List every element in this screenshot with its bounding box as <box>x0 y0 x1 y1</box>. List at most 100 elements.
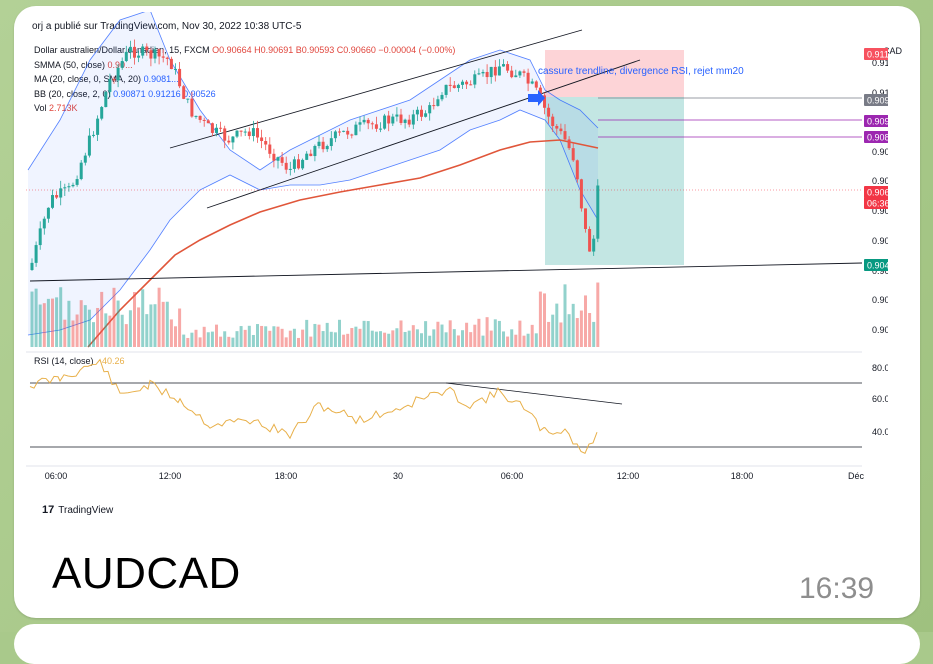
price-label-text: 0.91100 <box>867 50 888 60</box>
volume-bar <box>46 298 50 347</box>
rsi-line <box>29 358 598 455</box>
price-axis-tick: 0.90600 <box>872 206 888 216</box>
volume-bar <box>530 324 534 347</box>
volume-bar <box>268 330 272 347</box>
time-axis-tick: 06:00 <box>45 471 68 481</box>
indicator-bb: BB (20, close, 2, 0) 0.90871 0.91216 0.9… <box>34 88 216 99</box>
candle-body <box>169 58 173 70</box>
volume-bar <box>153 304 157 347</box>
candle-body <box>510 70 514 78</box>
price-label-text: 06:36 <box>867 199 888 209</box>
volume-bar <box>145 314 149 347</box>
candle-body <box>174 68 177 70</box>
volume-bar <box>407 330 411 347</box>
price-axis-tick: 0.90200 <box>872 325 888 335</box>
price-label-text: 0.90845 <box>867 133 888 143</box>
candle-body <box>206 120 210 124</box>
candle-body <box>522 71 526 73</box>
trendline-2 <box>206 59 641 209</box>
volume-bar <box>219 336 223 347</box>
volume-bar <box>391 330 395 347</box>
candle-body <box>333 131 337 139</box>
volume-bar <box>346 333 350 347</box>
candle-body <box>268 144 272 154</box>
volume-bar <box>415 329 419 347</box>
rsi-divergence-line <box>445 382 623 405</box>
indicator-smma: SMMA (50, close) 0.90... <box>34 59 133 70</box>
candle-body <box>87 135 91 156</box>
candle-body <box>415 109 419 115</box>
candle-body <box>584 208 587 229</box>
volume-bar <box>128 310 132 347</box>
candle-body <box>128 46 132 52</box>
candle-body <box>178 68 182 87</box>
volume-bar <box>124 324 128 347</box>
time-axis-tick: 18:00 <box>731 471 754 481</box>
candle-body <box>272 153 276 161</box>
volume-bar <box>370 330 374 347</box>
candle-body <box>309 153 313 157</box>
candle-body <box>370 123 374 125</box>
candle-body <box>165 57 169 59</box>
candle-body <box>342 130 346 132</box>
price-label-badge <box>864 131 888 143</box>
price-label-badge <box>864 48 888 60</box>
rsi-axis-tick: 80.00 <box>872 363 888 373</box>
candle-body <box>436 99 440 106</box>
candle-body <box>157 49 161 57</box>
volume-bar <box>489 330 493 347</box>
volume-bar <box>424 321 428 347</box>
volume-bar <box>301 329 305 347</box>
candle-body <box>420 109 423 117</box>
rsi-axis-tick: 60.00 <box>872 394 888 404</box>
price-chart-svg: cassure trendline, divergence RSI, rejet… <box>26 12 888 481</box>
volume-bar <box>325 322 329 347</box>
volume-bar <box>137 307 141 347</box>
volume-bar <box>235 331 239 347</box>
price-axis-tick: 0.91100 <box>872 58 888 68</box>
candle-body <box>239 130 243 132</box>
candle-body <box>186 98 190 100</box>
volume-bar <box>239 326 243 347</box>
volume-bar <box>543 293 546 347</box>
candle-body <box>301 159 305 169</box>
message-bubble[interactable]: orj a publié sur TradingView.com, Nov 30… <box>14 6 920 618</box>
candle-body <box>92 134 95 136</box>
volume-bar <box>169 319 173 347</box>
tradingview-chart-image[interactable]: orj a publié sur TradingView.com, Nov 30… <box>26 12 902 524</box>
candle-body <box>485 71 489 78</box>
candle-body <box>502 64 505 67</box>
next-message-bubble[interactable] <box>14 624 920 664</box>
candle-body <box>133 46 136 58</box>
volume-bar <box>272 326 276 347</box>
volume-bar <box>563 284 567 347</box>
volume-bar <box>428 335 432 347</box>
volume-bar <box>51 298 54 347</box>
volume-bar <box>350 328 354 347</box>
annotation-arrow-icon <box>528 90 545 106</box>
volume-bar <box>313 323 317 347</box>
candle-body <box>235 130 239 137</box>
ohlc-high: H0.90691 <box>254 45 294 55</box>
candle-body <box>325 146 329 150</box>
candle-body <box>374 124 378 129</box>
candle-body <box>481 71 485 74</box>
bollinger-band-fill <box>28 12 598 335</box>
volume-bar <box>547 321 551 347</box>
volume-bar <box>194 329 198 347</box>
volume-bar <box>506 336 510 347</box>
message-timestamp: 16:39 <box>799 572 875 605</box>
candle-body <box>350 134 354 136</box>
candle-body <box>596 185 600 239</box>
volume-bar <box>92 322 95 347</box>
candle-body <box>231 136 235 143</box>
rsi-label: RSI (14, close) <box>34 356 94 366</box>
volume-bar <box>473 324 477 347</box>
candle-body <box>440 94 444 100</box>
candle-body <box>567 139 571 149</box>
volume-bar <box>67 300 71 347</box>
published-by-line: orj a publié sur TradingView.com, Nov 30… <box>32 21 302 32</box>
candle-body <box>444 84 448 95</box>
chart-legend: Dollar australien/Dollar canadien, 15, F… <box>34 43 455 116</box>
indicator-volume: Vol 2.713K <box>34 103 78 113</box>
